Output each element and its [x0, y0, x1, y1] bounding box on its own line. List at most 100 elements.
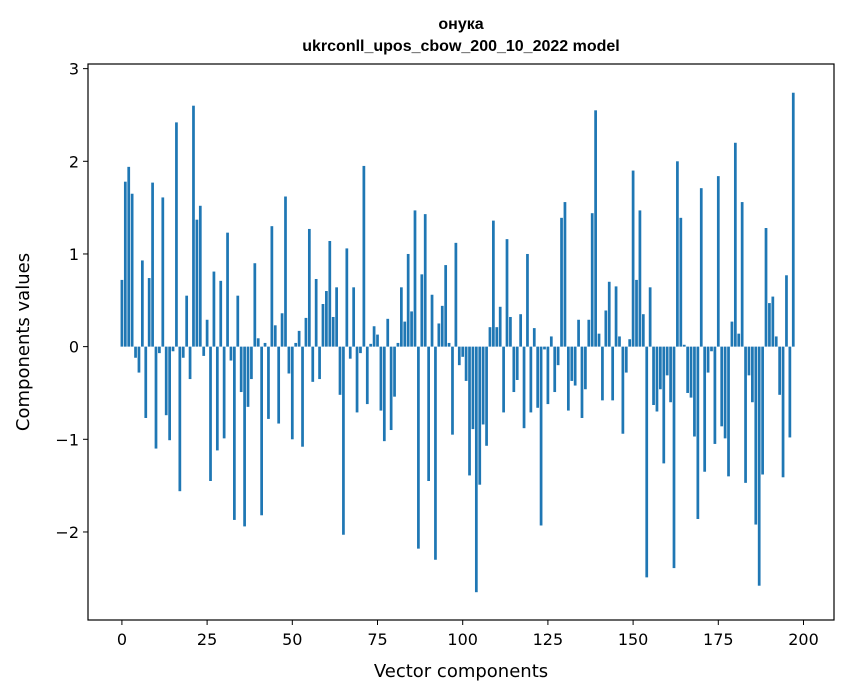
bar-68 [352, 287, 356, 347]
bar-146 [618, 336, 621, 347]
bar-4 [134, 346, 137, 358]
bar-89 [423, 214, 427, 347]
bar-190 [768, 303, 771, 347]
bar-13 [164, 346, 168, 416]
bar-107 [485, 346, 488, 446]
bar-177 [723, 346, 727, 439]
bar-76 [379, 346, 383, 411]
bar-3 [130, 193, 134, 347]
bar-188 [761, 346, 764, 475]
bar-95 [444, 265, 448, 347]
bar-74 [372, 326, 376, 347]
bar-50 [290, 346, 294, 440]
bar-36 [243, 346, 246, 527]
bar-185 [751, 346, 754, 403]
chart-title-line-1: онука [438, 16, 483, 33]
bar-141 [601, 346, 604, 401]
bar-41 [260, 346, 263, 516]
bar-171 [703, 346, 707, 472]
bar-30 [222, 346, 226, 439]
bar-119 [526, 253, 529, 347]
bar-73 [369, 343, 373, 347]
bar-134 [577, 319, 580, 347]
bar-195 [785, 275, 788, 347]
bar-153 [641, 314, 645, 347]
bar-133 [573, 346, 577, 386]
bar-186 [754, 346, 758, 525]
bar-56 [311, 346, 315, 382]
bar-117 [519, 314, 523, 347]
bar-62 [331, 316, 335, 347]
bar-118 [522, 346, 526, 429]
bar-125 [546, 346, 550, 405]
bar-178 [727, 346, 730, 477]
bar-54 [304, 317, 308, 347]
bar-113 [505, 239, 509, 347]
bar-42 [263, 342, 267, 347]
bar-150 [631, 170, 635, 347]
bar-172 [706, 346, 710, 373]
bar-92 [434, 346, 437, 560]
bar-136 [584, 346, 587, 390]
bar-97 [451, 346, 454, 435]
bar-135 [580, 346, 584, 418]
bar-20 [188, 346, 192, 380]
bar-61 [328, 240, 332, 347]
bar-5 [137, 346, 141, 373]
bar-63 [335, 287, 338, 347]
y-axis-ticks: −2 −1 0 1 2 3 [55, 60, 88, 542]
bar-53 [301, 346, 304, 447]
bar-157 [655, 346, 659, 412]
bar-124 [543, 346, 546, 350]
bar-197 [791, 92, 795, 347]
bar-75 [376, 334, 379, 347]
bar-28 [215, 346, 219, 451]
bar-105 [478, 346, 482, 485]
bar-7 [144, 346, 148, 418]
bar-184 [747, 346, 751, 376]
bar-167 [689, 346, 693, 398]
x-tick-label: 200 [788, 630, 819, 649]
bar-29 [219, 280, 223, 347]
bar-143 [607, 281, 611, 347]
bar-70 [359, 346, 362, 354]
bar-191 [771, 296, 775, 347]
bar-164 [679, 217, 683, 347]
bar-1 [123, 181, 127, 347]
x-tick-label: 125 [533, 630, 564, 649]
bar-32 [229, 346, 233, 361]
bar-160 [665, 346, 669, 376]
bar-19 [185, 295, 189, 347]
x-tick-label: 175 [703, 630, 734, 649]
y-tick-label: 0 [69, 338, 79, 357]
bar-series [120, 92, 795, 593]
bar-94 [440, 305, 444, 347]
y-tick-label: −1 [55, 430, 79, 449]
bar-131 [566, 346, 570, 411]
x-axis-label: Vector components [374, 661, 548, 682]
bar-132 [570, 346, 574, 381]
bar-183 [744, 346, 747, 483]
bar-65 [342, 346, 345, 535]
bar-99 [457, 346, 461, 366]
bar-35 [239, 346, 243, 393]
bar-60 [325, 291, 328, 347]
bar-39 [253, 263, 257, 347]
bar-21 [192, 105, 195, 347]
bar-103 [471, 346, 475, 430]
bar-181 [737, 333, 741, 347]
bar-121 [532, 328, 536, 347]
bar-169 [696, 346, 700, 519]
bar-156 [652, 346, 655, 406]
bar-52 [297, 330, 301, 347]
bar-130 [563, 202, 567, 347]
bar-104 [474, 346, 478, 593]
bar-27 [212, 271, 216, 347]
x-tick-label: 50 [282, 630, 302, 649]
bar-187 [757, 346, 761, 586]
bar-38 [250, 346, 253, 380]
bar-71 [362, 165, 366, 347]
bar-85 [410, 311, 413, 347]
bar-96 [447, 342, 451, 347]
